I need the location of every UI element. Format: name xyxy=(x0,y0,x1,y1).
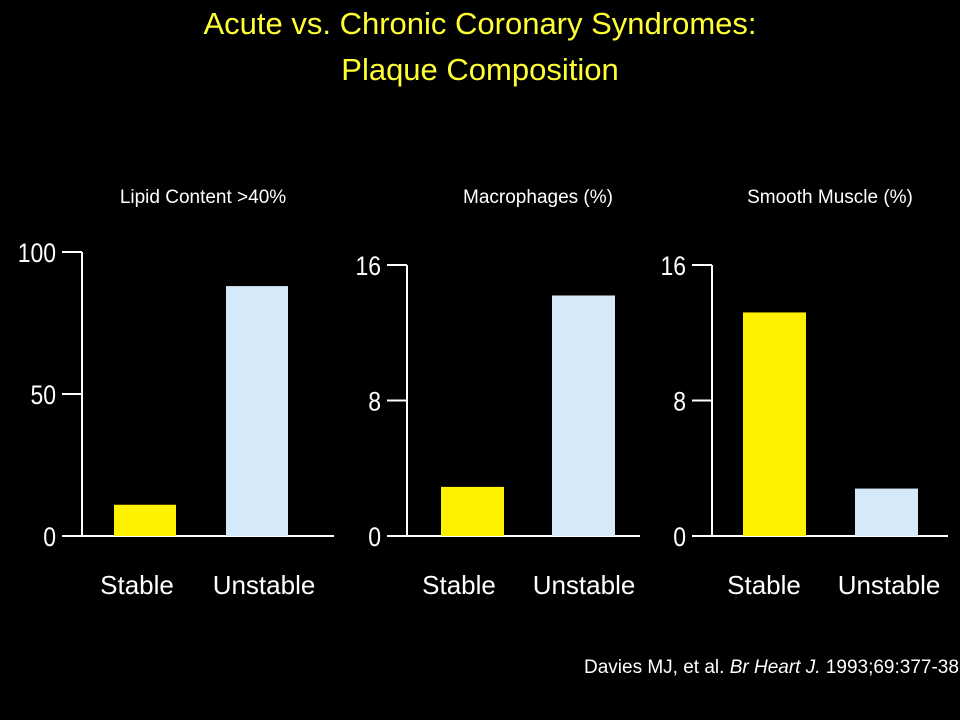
chart-3-y-tick-label: 16 xyxy=(660,251,686,281)
chart-1-y-tick-label: 100 xyxy=(18,238,56,268)
chart-2-bar-unstable xyxy=(552,295,615,536)
chart-1-y-tick-label: 0 xyxy=(43,522,56,552)
chart-1-bar-unstable xyxy=(226,286,288,536)
chart-2-y-tick-label: 0 xyxy=(368,522,381,552)
citation-authors: Davies MJ, et al. xyxy=(584,657,730,678)
chart-2-category-label: Stable xyxy=(422,570,496,600)
chart-2-y-tick-label: 16 xyxy=(355,251,381,281)
chart-1-category-label: Stable xyxy=(100,570,174,600)
chart-3-y-tick-label: 0 xyxy=(673,522,686,552)
chart-1-bar-stable xyxy=(114,504,176,536)
chart-3-bar-stable xyxy=(743,312,806,536)
citation: Davies MJ, et al. Br Heart J. 1993;69:37… xyxy=(584,657,960,679)
slide-title-line-2: Plaque Composition xyxy=(341,52,619,87)
chart-3-bar-unstable xyxy=(855,488,918,536)
chart-2-y-tick-label: 8 xyxy=(368,387,381,417)
citation-details: 1993;69:377-381. xyxy=(820,657,960,678)
chart-2-title: Macrophages (%) xyxy=(463,187,613,208)
slide-title-line-1: Acute vs. Chronic Coronary Syndromes: xyxy=(203,6,757,41)
chart-1-y-tick-label: 50 xyxy=(30,380,56,410)
chart-3-y-tick-label: 8 xyxy=(673,387,686,417)
chart-1-category-label: Unstable xyxy=(213,570,316,600)
chart-3-category-label: Unstable xyxy=(838,570,941,600)
chart-1-title: Lipid Content >40% xyxy=(120,187,286,208)
citation-journal: Br Heart J. xyxy=(729,657,821,678)
chart-3-category-label: Stable xyxy=(727,570,801,600)
chart-3-title: Smooth Muscle (%) xyxy=(747,187,913,208)
chart-2-category-label: Unstable xyxy=(533,570,636,600)
chart-2-bar-stable xyxy=(441,486,504,536)
